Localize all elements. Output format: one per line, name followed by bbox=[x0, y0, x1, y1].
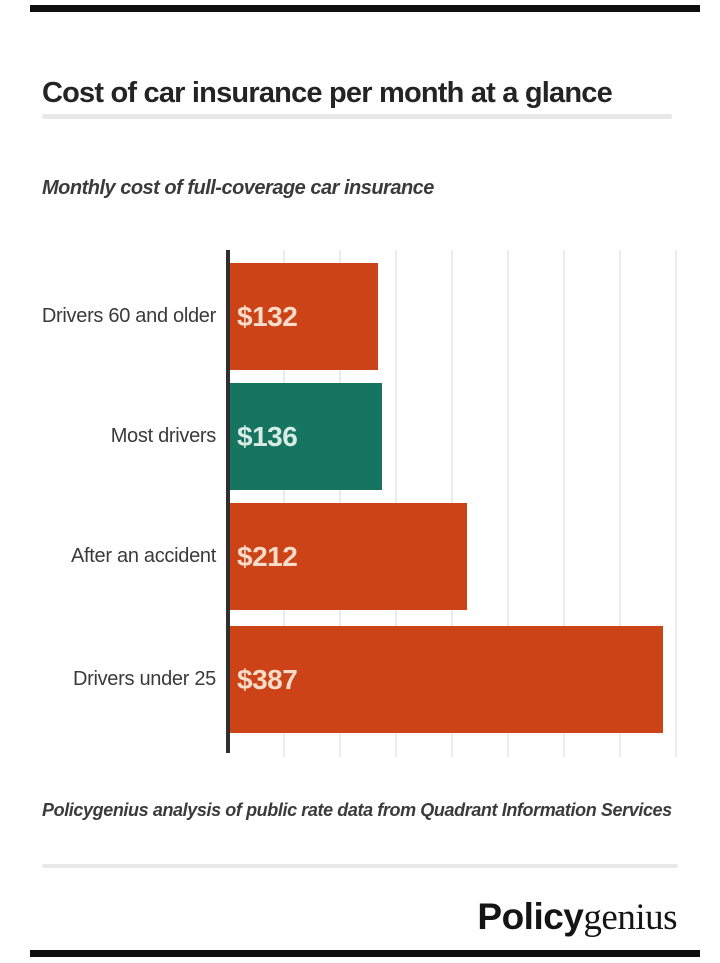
footnote-divider bbox=[42, 864, 678, 868]
source-footnote: Policygenius analysis of public rate dat… bbox=[42, 800, 672, 820]
bar-drivers-60-and-older: $132 bbox=[230, 263, 378, 370]
top-black-rule bbox=[30, 5, 700, 12]
gridline-400 bbox=[675, 250, 677, 757]
policygenius-logo: Policygenius bbox=[477, 897, 677, 938]
gridline-300 bbox=[563, 250, 565, 757]
page-title: Cost of car insurance per month at a gla… bbox=[42, 77, 613, 110]
bar-drivers-under-25: $387 bbox=[230, 626, 664, 733]
value-label-drivers-60-and-older: $132 bbox=[237, 300, 298, 332]
gridline-250 bbox=[507, 250, 509, 757]
category-label-most-drivers: Most drivers bbox=[110, 425, 217, 447]
bottom-black-rule bbox=[30, 950, 700, 957]
value-label-drivers-under-25: $387 bbox=[237, 663, 298, 695]
y-axis-line bbox=[226, 250, 230, 753]
value-label-after-an-accident: $212 bbox=[237, 540, 298, 572]
gridline-350 bbox=[619, 250, 621, 757]
title-divider bbox=[42, 114, 672, 119]
value-label-most-drivers: $136 bbox=[237, 420, 298, 452]
category-label-drivers-60-and-older: Drivers 60 and older bbox=[41, 305, 216, 327]
category-label-drivers-under-25: Drivers under 25 bbox=[72, 668, 216, 690]
logo-text-genius: genius bbox=[583, 897, 677, 938]
logo-text-policy: Policy bbox=[477, 896, 584, 937]
category-label-after-an-accident: After an accident bbox=[71, 545, 216, 567]
bar-chart: Drivers 60 and older $132 Most drivers $136… bbox=[0, 250, 720, 757]
chart-title: Monthly cost of full-coverage car insura… bbox=[42, 177, 434, 199]
bar-most-drivers: $136 bbox=[230, 383, 383, 490]
bar-after-an-accident: $212 bbox=[230, 503, 468, 610]
